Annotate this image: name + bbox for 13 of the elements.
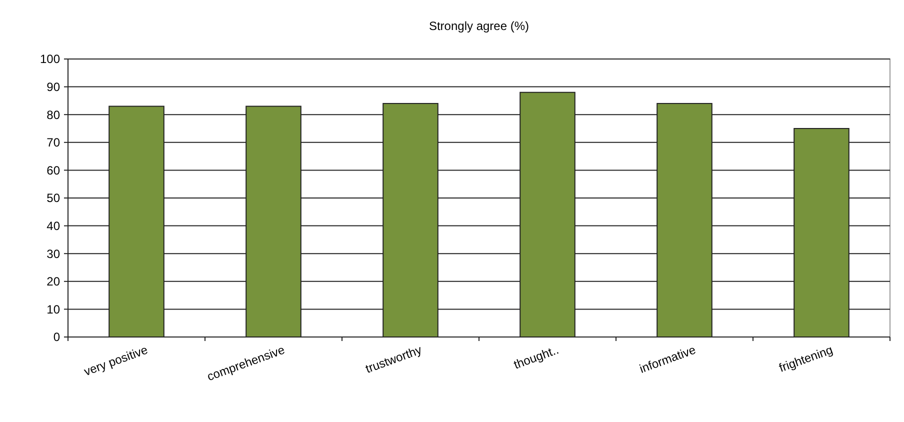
y-tick-label: 80 <box>46 108 60 122</box>
y-tick-label: 60 <box>46 163 60 178</box>
y-tick-label: 90 <box>46 80 60 94</box>
y-tick-label: 0 <box>53 330 60 344</box>
y-tick-label: 20 <box>46 274 60 289</box>
y-tick-label: 40 <box>46 219 60 233</box>
y-tick-label: 50 <box>46 191 60 206</box>
y-tick-label: 70 <box>46 136 60 150</box>
y-tick-label: 10 <box>46 302 60 316</box>
x-tick-label: thought.. <box>512 342 561 372</box>
y-tick-label: 30 <box>46 246 60 261</box>
chart-title: Strongly agree (%) <box>428 19 530 33</box>
y-tick-label: 100 <box>40 52 60 66</box>
